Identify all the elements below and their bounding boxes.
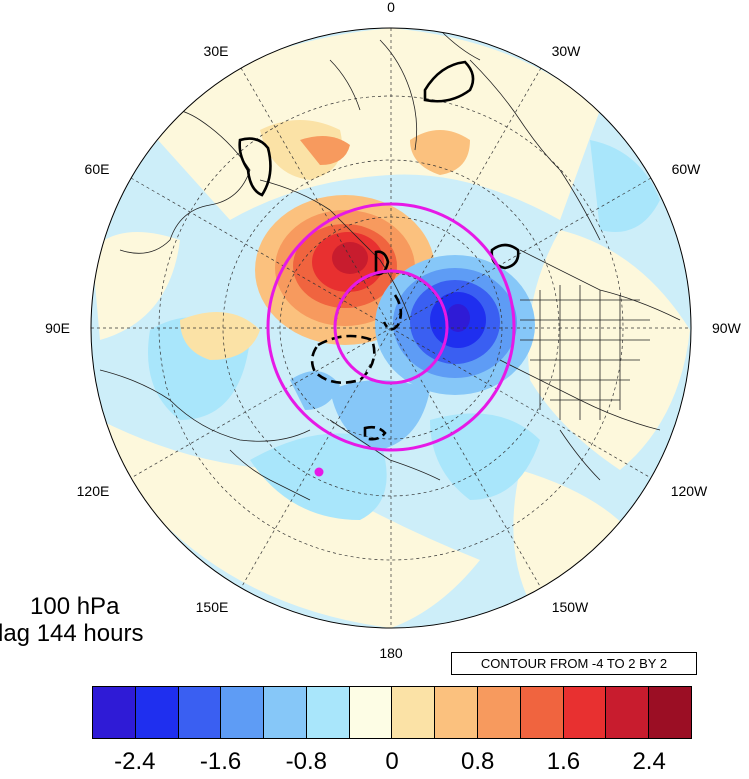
colorbar-box <box>178 687 222 738</box>
colorbar-tick-label: 0 <box>385 748 399 775</box>
colorbar-tick-label: 0.8 <box>461 748 495 775</box>
colorbar-box <box>264 687 307 738</box>
shaded-field <box>91 28 691 628</box>
lon-label-150w: 150W <box>552 599 589 615</box>
pressure-level-caption: 100 hPa <box>30 593 120 620</box>
lon-label-120w: 120W <box>671 483 708 499</box>
colorbar-box <box>349 687 393 738</box>
map-border <box>90 27 692 629</box>
colorbar-box <box>606 687 650 738</box>
lon-label-60w: 60W <box>672 161 702 177</box>
colorbar-box <box>478 687 521 738</box>
colorbar-tick-label: 1.6 <box>546 748 581 775</box>
colorbar-box <box>649 687 691 738</box>
lon-label-60e: 60E <box>85 161 110 177</box>
colorbar-tick-label: -2.4 <box>114 748 156 775</box>
lon-label-90w: 90W <box>712 320 742 336</box>
colorbar-labels: -2.4 -1.6 -0.8 0 0.8 1.6 2.4 <box>92 748 692 778</box>
colorbar-box <box>520 687 564 738</box>
colorbar-box <box>306 687 350 738</box>
colorbar-box <box>135 687 179 738</box>
colorbar-box <box>392 687 436 738</box>
lon-label-30e: 30E <box>204 43 229 59</box>
colorbar-box <box>93 687 136 738</box>
colorbar <box>92 686 692 739</box>
colorbar-tick-label: 2.4 <box>632 748 666 775</box>
lon-label-150e: 150E <box>196 599 229 615</box>
overlay-circles <box>266 202 516 452</box>
lon-label-90e: 90E <box>45 320 70 336</box>
lon-label-0: 0 <box>387 0 395 15</box>
colorbar-box <box>435 687 479 738</box>
colorbar-tick-label: -1.6 <box>199 748 242 775</box>
colorbar-box <box>221 687 265 738</box>
lon-label-180: 180 <box>379 645 403 661</box>
longitude-labels: 0 30W 60W 90W 120W 150W 180 150E 120E 90… <box>45 0 741 661</box>
lag-caption: lag 144 hours <box>0 620 144 647</box>
colorbar-tick-label: -0.8 <box>285 748 327 775</box>
lon-label-30w: 30W <box>552 43 582 59</box>
contour-info-box: CONTOUR FROM -4 TO 2 BY 2 <box>451 652 697 675</box>
lon-label-120e: 120E <box>77 483 110 499</box>
colorbar-box <box>563 687 607 738</box>
marker-dot <box>314 467 324 477</box>
